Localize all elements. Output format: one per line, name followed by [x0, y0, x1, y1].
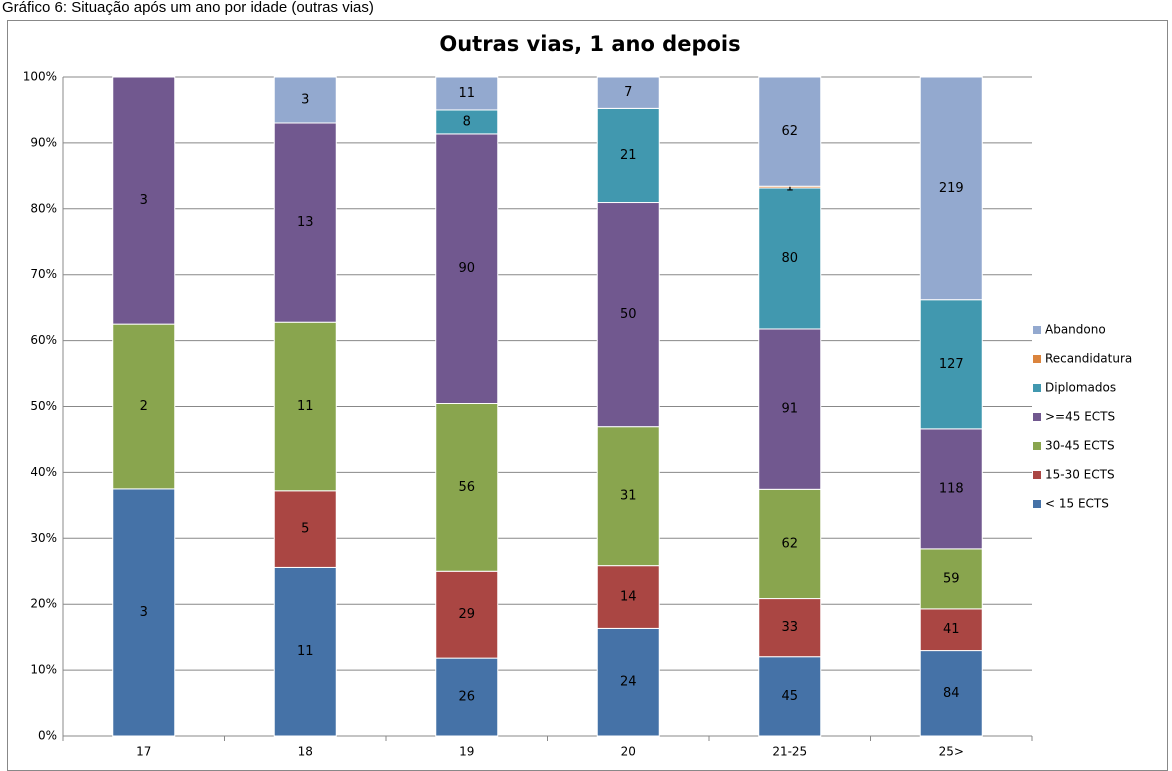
x-tick-label: 19	[459, 745, 474, 759]
y-tick-label: 50%	[30, 399, 57, 413]
data-label: 31	[620, 489, 637, 504]
y-tick-label: 0%	[38, 729, 57, 743]
bar-segment	[435, 133, 499, 405]
data-label: 45	[781, 689, 798, 704]
y-tick-label: 80%	[30, 201, 57, 215]
data-label: 91	[781, 402, 798, 417]
data-label: 80	[781, 251, 798, 266]
legend-label: 30-45 ECTS	[1045, 439, 1115, 453]
bar-segment	[919, 428, 983, 550]
legend-label: < 15 ECTS	[1045, 497, 1109, 511]
bar-segment	[435, 570, 499, 659]
x-tick-label: 25>	[939, 745, 964, 759]
legend-label: Recandidatura	[1045, 352, 1132, 366]
legend-swatch	[1033, 384, 1041, 392]
chart-frame	[7, 20, 1168, 771]
data-label: 127	[939, 357, 964, 372]
caption: Gráfico 6: Situação após um ano por idad…	[2, 0, 374, 16]
data-label: 7	[624, 85, 632, 100]
data-label: 11	[458, 86, 475, 101]
legend-label: >=45 ECTS	[1045, 410, 1115, 424]
y-tick-label: 40%	[30, 465, 57, 479]
data-label: 3	[301, 92, 309, 107]
data-label: 24	[620, 675, 637, 690]
legend-swatch	[1033, 326, 1041, 334]
bar-segment	[273, 76, 337, 124]
chart-title: Outras vias, 1 ano depois	[439, 32, 740, 56]
data-label: 29	[458, 607, 475, 622]
bar-segment	[273, 566, 337, 737]
data-label: 21	[620, 148, 637, 163]
y-tick-label: 90%	[30, 135, 57, 149]
legend-swatch	[1033, 500, 1041, 508]
data-label: 11	[297, 399, 314, 414]
bar-segment	[596, 107, 660, 204]
bar-segment	[758, 187, 822, 330]
data-label: 5	[301, 522, 309, 537]
data-label: 41	[943, 622, 960, 637]
y-tick-label: 20%	[30, 597, 57, 611]
bar-segment	[596, 426, 660, 567]
bar-segment	[919, 299, 983, 430]
bar-segment	[919, 650, 983, 737]
legend-swatch	[1033, 355, 1041, 363]
bar-segment	[435, 403, 499, 572]
bar-segment	[919, 548, 983, 610]
bar-segment	[596, 202, 660, 428]
y-tick-label: 30%	[30, 531, 57, 545]
data-label: 56	[458, 480, 475, 495]
data-label: 13	[297, 215, 314, 230]
data-label: 219	[939, 181, 964, 196]
x-tick-label: 17	[136, 745, 151, 759]
bar-segment	[273, 122, 337, 323]
data-label: 1	[786, 180, 794, 195]
y-tick-label: 60%	[30, 333, 57, 347]
data-label: 50	[620, 307, 637, 322]
bar-segment	[112, 323, 176, 490]
x-tick-label: 21-25	[772, 745, 807, 759]
data-label: 62	[781, 536, 798, 551]
bar-segment	[758, 598, 822, 658]
data-label: 59	[943, 571, 960, 586]
legend-label: Diplomados	[1045, 381, 1116, 395]
bar-segment	[758, 488, 822, 600]
data-label: 2	[140, 399, 148, 414]
legend-swatch	[1033, 471, 1041, 479]
data-label: 118	[939, 481, 964, 496]
legend-swatch	[1033, 413, 1041, 421]
bar-segment	[596, 627, 660, 737]
data-label: 62	[781, 124, 798, 139]
bar-segment	[758, 328, 822, 490]
data-label: 3	[140, 193, 148, 208]
legend-label: Abandono	[1045, 323, 1106, 337]
legend-label: 15-30 ECTS	[1045, 468, 1115, 482]
y-tick-label: 70%	[30, 267, 57, 281]
bar-segment	[919, 76, 983, 301]
bar-segment	[758, 76, 822, 187]
bar-segment	[112, 76, 176, 325]
x-tick-label: 20	[621, 745, 636, 759]
data-label: 26	[458, 690, 475, 705]
bar-segment	[435, 657, 499, 737]
bar-segment	[273, 321, 337, 492]
x-tick-label: 18	[298, 745, 313, 759]
bar-segment	[758, 656, 822, 737]
y-tick-label: 10%	[30, 663, 57, 677]
data-label: 14	[620, 590, 637, 605]
legend-swatch	[1033, 442, 1041, 450]
data-label: 11	[297, 644, 314, 659]
bar-segment	[596, 76, 660, 109]
bar-segment	[596, 565, 660, 629]
data-label: 90	[458, 261, 475, 276]
bar-segment	[435, 76, 499, 111]
bar-segment	[273, 490, 337, 568]
data-label: 33	[781, 620, 798, 635]
data-label: 8	[463, 114, 471, 129]
y-tick-label: 100%	[23, 70, 57, 84]
data-label: 84	[943, 686, 960, 701]
data-label: 3	[140, 605, 148, 620]
